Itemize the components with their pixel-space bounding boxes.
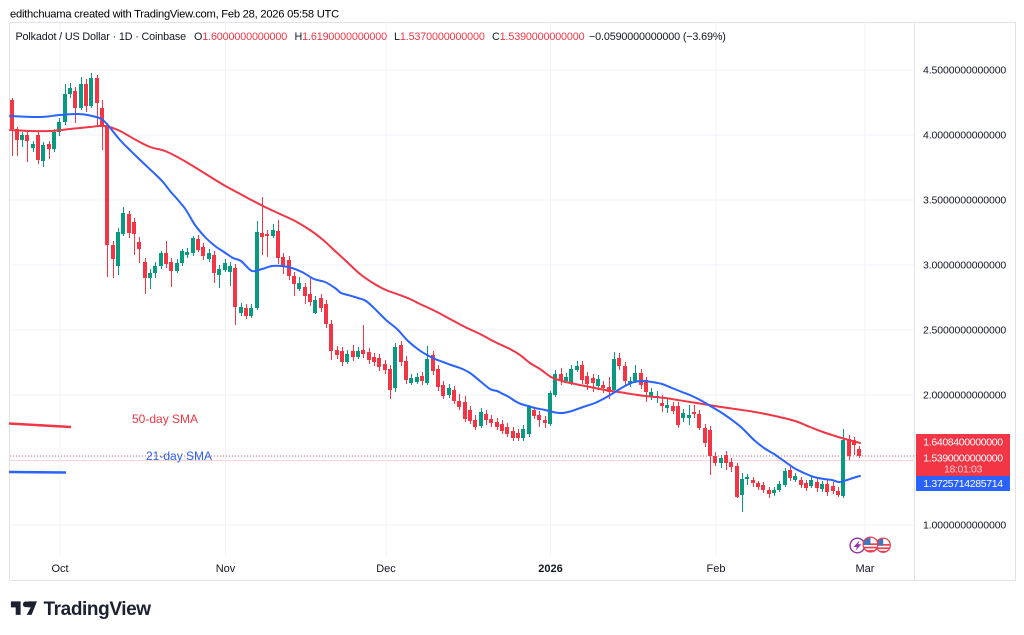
svg-text:3.5000000000000: 3.5000000000000	[923, 195, 1006, 207]
svg-text:O1.6000000000000: O1.6000000000000	[194, 31, 287, 43]
svg-text:TradingView: TradingView	[44, 599, 152, 620]
svg-text:Polkadot / US Dollar · 1D · Co: Polkadot / US Dollar · 1D · Coinbase	[16, 31, 187, 43]
svg-text:2.5000000000000: 2.5000000000000	[923, 325, 1006, 337]
svg-text:2.0000000000000: 2.0000000000000	[923, 390, 1006, 402]
svg-text:Mar: Mar	[856, 563, 875, 575]
svg-text:Feb: Feb	[707, 563, 726, 575]
svg-text:Dec: Dec	[376, 563, 396, 575]
svg-text:L1.5370000000000: L1.5370000000000	[394, 31, 485, 43]
svg-text:1.0000000000000: 1.0000000000000	[923, 520, 1006, 532]
svg-text:Nov: Nov	[216, 563, 236, 575]
svg-text:−0.0590000000000 (−3.69%): −0.0590000000000 (−3.69%)	[589, 31, 726, 43]
svg-text:Oct: Oct	[51, 563, 68, 575]
svg-text:1.3725714285714: 1.3725714285714	[923, 478, 1003, 490]
svg-text:3.0000000000000: 3.0000000000000	[923, 260, 1006, 272]
svg-text:4.5000000000000: 4.5000000000000	[923, 65, 1006, 77]
svg-text:1.5390000000000: 1.5390000000000	[923, 453, 1003, 465]
svg-text:21-day SMA: 21-day SMA	[146, 449, 212, 463]
svg-text:edithchuama created with Tradi: edithchuama created with TradingView.com…	[10, 9, 339, 21]
svg-text:4.0000000000000: 4.0000000000000	[923, 130, 1006, 142]
svg-text:1.6408400000000: 1.6408400000000	[923, 437, 1003, 449]
svg-text:18:01:03: 18:01:03	[944, 464, 983, 476]
svg-text:C1.5390000000000: C1.5390000000000	[492, 31, 585, 43]
svg-text:H1.6190000000000: H1.6190000000000	[295, 31, 388, 43]
svg-text:50-day SMA: 50-day SMA	[132, 412, 198, 426]
svg-text:2026: 2026	[538, 563, 562, 575]
